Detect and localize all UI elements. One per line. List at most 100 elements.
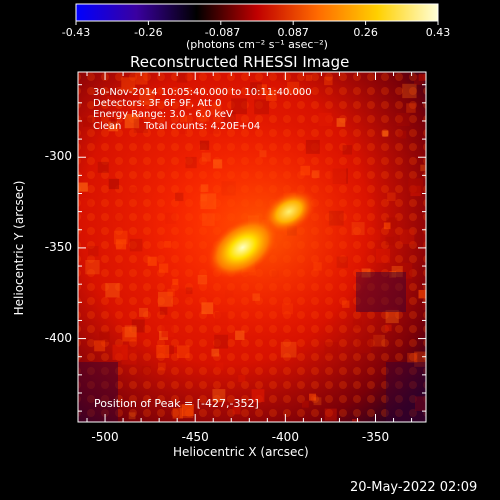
speckle (305, 74, 312, 81)
speckle (212, 389, 226, 403)
speckle (232, 406, 241, 415)
speckle (385, 309, 399, 324)
y-axis-label: Heliocentric Y (arcsec) (12, 180, 26, 316)
x-tick-label: -400 (271, 430, 299, 444)
speckle (196, 108, 210, 122)
speckle (318, 112, 332, 127)
speckle (386, 217, 398, 229)
speckle (148, 289, 157, 297)
speckle (290, 113, 300, 123)
colorbar-tick-label: -0.26 (134, 26, 163, 39)
secondary-source (261, 188, 317, 235)
speckle (172, 408, 184, 419)
speckle (135, 123, 144, 132)
speckle (352, 319, 362, 329)
speckle (250, 82, 262, 94)
speckle (251, 389, 265, 403)
speckle (387, 192, 396, 202)
speckle (83, 117, 93, 127)
speckle (402, 83, 417, 99)
speckle (134, 105, 147, 118)
speckle (391, 265, 403, 278)
speckle (128, 412, 136, 420)
speckle (214, 334, 229, 349)
speckle (238, 374, 246, 383)
speckle (210, 103, 222, 115)
speckle (157, 362, 166, 371)
speckle (161, 324, 174, 338)
speckle (129, 187, 137, 195)
speckle (301, 400, 309, 408)
speckle (249, 90, 259, 100)
dark-region (78, 362, 118, 422)
speckle (408, 178, 424, 194)
speckle (159, 307, 168, 315)
speckle (266, 90, 277, 102)
speckle (80, 197, 93, 210)
x-tick-label: -350 (361, 430, 390, 444)
speckle (342, 145, 353, 155)
colorbar-tick-label: 0.43 (425, 26, 451, 39)
speckle (179, 126, 187, 135)
speckle (133, 118, 148, 133)
timestamp: 20-May-2022 02:09 (350, 480, 478, 495)
y-tick-label: -350 (44, 239, 72, 254)
info-time-range: 30-Nov-2014 10:05:40.000 to 10:11:40.000 (93, 87, 312, 98)
colorbar-tick-label: 0.26 (353, 26, 378, 39)
speckle (113, 230, 128, 245)
speckle (422, 231, 426, 247)
speckle (105, 283, 120, 298)
speckle (97, 161, 109, 173)
speckle (108, 178, 120, 190)
speckle (385, 236, 395, 246)
x-axis-label: Heliocentric X (arcsec) (173, 445, 309, 459)
speckle (313, 397, 322, 406)
speckle (418, 73, 426, 81)
x-tick-label: -500 (91, 430, 119, 444)
colorbar-units-label: (photons cm⁻² s⁻¹ asec⁻²) (186, 38, 328, 51)
flare-image (78, 72, 426, 422)
speckle (414, 74, 425, 85)
y-tick-label: -400 (44, 330, 72, 345)
colorbar-tick-label: 0.087 (277, 26, 309, 39)
info-method: Clean (93, 121, 122, 132)
axis-ticks (78, 72, 426, 422)
info-energy-range: Energy Range: 3.0 - 6.0 keV (93, 109, 233, 120)
speckle (176, 345, 190, 359)
speckle (215, 362, 224, 371)
colorbar (75, 3, 439, 22)
speckle (179, 115, 188, 123)
speckle (139, 307, 149, 317)
speckle (382, 130, 389, 137)
speckle (254, 99, 270, 115)
speckle (114, 213, 123, 222)
speckle (88, 245, 99, 257)
speckle (124, 113, 140, 129)
speckle (112, 344, 128, 360)
speckle (420, 164, 426, 172)
speckle (309, 393, 317, 401)
plot-frame (77, 71, 427, 423)
primary-source (206, 216, 279, 279)
speckle (422, 302, 426, 311)
speckle (135, 72, 148, 85)
speckle (373, 334, 385, 347)
speckle (414, 351, 426, 367)
speckle (287, 81, 300, 94)
dark-region (386, 362, 426, 422)
colorbar-tick-label: -0.43 (61, 26, 91, 39)
speckle (406, 103, 416, 113)
info-detectors: Detectors: 3F 6F 9F, Att 0 (93, 98, 222, 109)
speckle (85, 259, 100, 275)
speckle (352, 418, 360, 422)
speckle (165, 345, 175, 355)
speckle (418, 289, 426, 299)
speckle (324, 408, 337, 421)
speckle (257, 84, 267, 95)
speckle (94, 340, 106, 352)
speckle (385, 324, 392, 332)
speckle (270, 80, 281, 90)
speckle (383, 222, 391, 230)
speckle (78, 182, 88, 192)
